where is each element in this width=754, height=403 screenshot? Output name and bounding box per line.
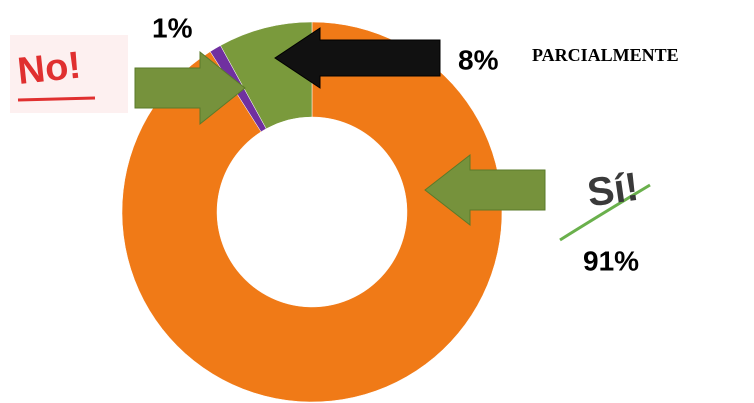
value-label: 1% [152, 12, 193, 43]
slice [121, 21, 503, 403]
arrow-no [134, 50, 246, 126]
category-label: No! [16, 45, 83, 93]
value-label: 91% [583, 245, 639, 276]
no-underline [17, 96, 96, 102]
category-label: Sí! [585, 165, 642, 216]
arrow-parcial [274, 27, 441, 89]
labels: Sí! 91% No! 1% PARCIALMENTE 8% [16, 12, 679, 276]
value-label: 8% [458, 44, 499, 75]
si-pencil-line [559, 183, 651, 242]
arrow-si [424, 153, 546, 227]
category-label: PARCIALMENTE [532, 45, 679, 65]
